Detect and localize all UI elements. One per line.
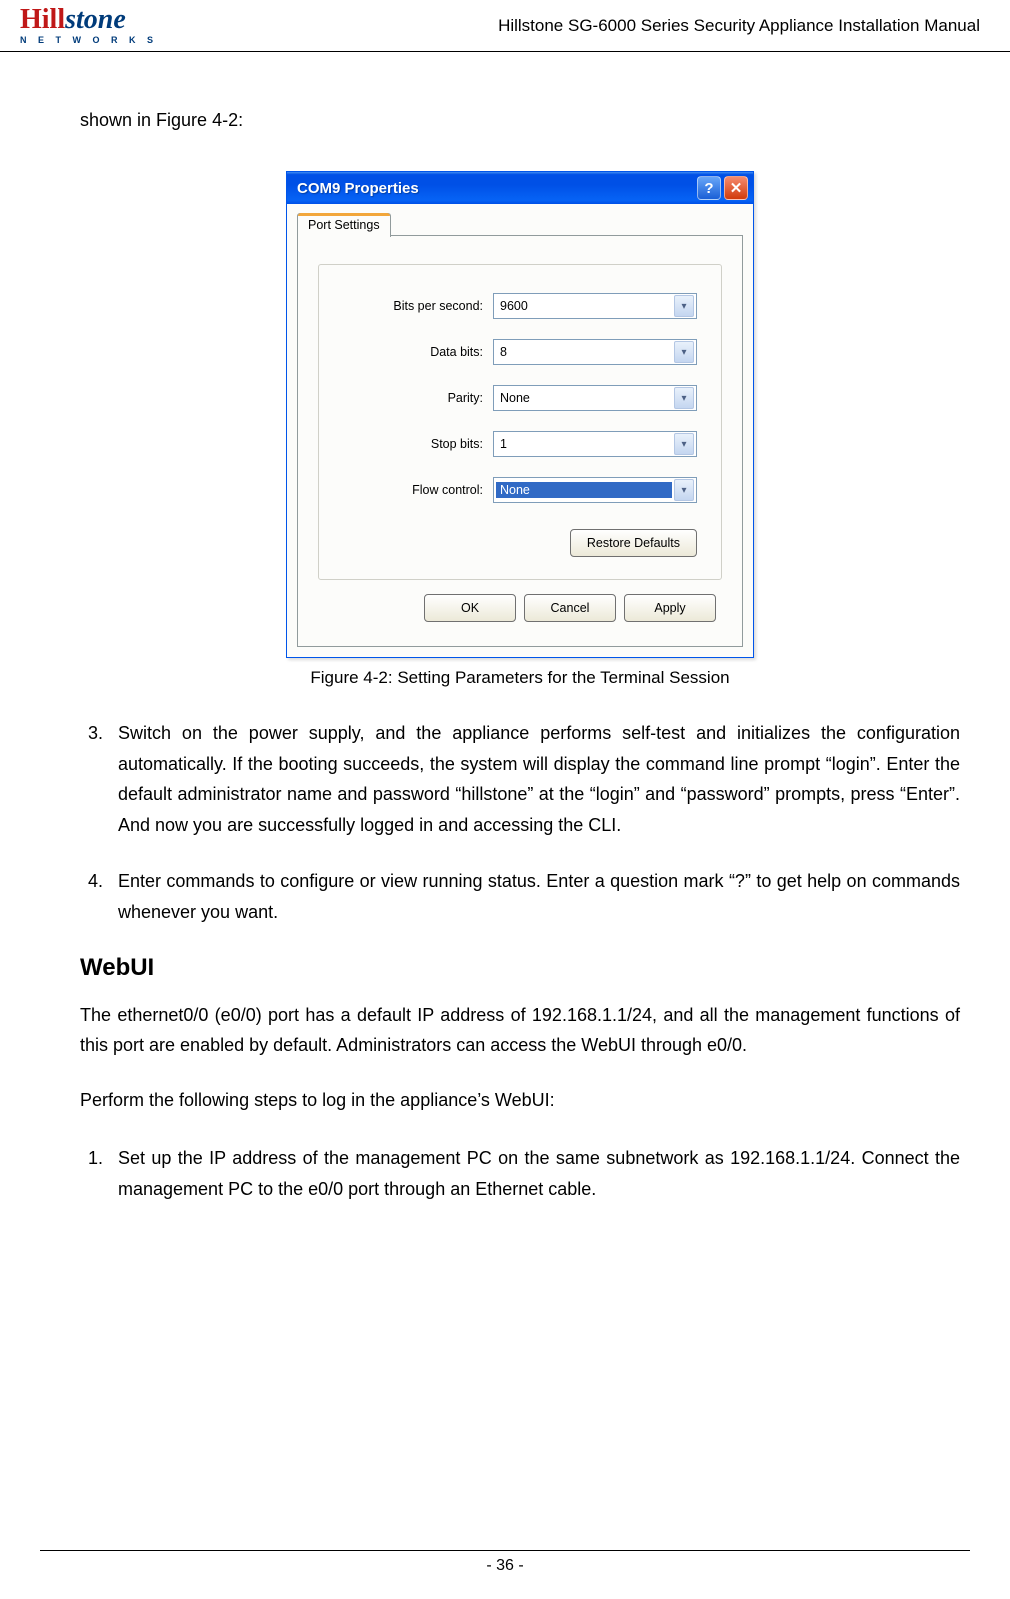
tab-strip: Port Settings [297, 210, 743, 236]
combo-value: 1 [494, 437, 674, 451]
logo-part-1: Hill [20, 4, 65, 35]
apply-button[interactable]: Apply [624, 594, 716, 622]
cancel-button[interactable]: Cancel [524, 594, 616, 622]
logo: Hillstone N E T W O R K S [20, 6, 158, 45]
ok-button[interactable]: OK [424, 594, 516, 622]
list-item: 1. Set up the IP address of the manageme… [80, 1143, 960, 1204]
dialog-footer: OK Cancel Apply [318, 580, 722, 626]
section-heading-webui: WebUI [80, 954, 960, 982]
label-flow-control: Flow control: [343, 483, 493, 497]
list-number: 4. [80, 866, 118, 927]
list-number: 3. [80, 718, 118, 840]
intro-text: shown in Figure 4-2: [80, 110, 960, 131]
field-parity: Parity: None ▾ [343, 385, 697, 411]
chevron-down-icon[interactable]: ▾ [674, 295, 694, 317]
logo-subtitle: N E T W O R K S [20, 36, 158, 45]
paragraph: The ethernet0/0 (e0/0) port has a defaul… [80, 1000, 960, 1061]
restore-row: Restore Defaults [343, 529, 697, 557]
chevron-down-icon[interactable]: ▾ [674, 479, 694, 501]
logo-part-2: stone [65, 4, 126, 35]
settings-frame: Bits per second: 9600 ▾ Data bits: 8 ▾ [318, 264, 722, 580]
label-stop-bits: Stop bits: [343, 437, 493, 451]
label-bits-per-second: Bits per second: [343, 299, 493, 313]
combo-value: 8 [494, 345, 674, 359]
dialog-titlebar[interactable]: COM9 Properties ? ✕ [287, 172, 753, 204]
close-icon[interactable]: ✕ [724, 176, 748, 200]
combo-parity[interactable]: None ▾ [493, 385, 697, 411]
document-title: Hillstone SG-6000 Series Security Applia… [498, 16, 980, 36]
tab-port-settings[interactable]: Port Settings [297, 213, 391, 237]
field-data-bits: Data bits: 8 ▾ [343, 339, 697, 365]
combo-value: 9600 [494, 299, 674, 313]
list-number: 1. [80, 1143, 118, 1204]
list-text: Switch on the power supply, and the appl… [118, 718, 960, 840]
combo-value: None [496, 482, 672, 498]
field-stop-bits: Stop bits: 1 ▾ [343, 431, 697, 457]
logo-main: Hillstone [20, 6, 158, 34]
label-data-bits: Data bits: [343, 345, 493, 359]
help-icon[interactable]: ? [697, 176, 721, 200]
list-text: Enter commands to configure or view runn… [118, 866, 960, 927]
restore-defaults-button[interactable]: Restore Defaults [570, 529, 697, 557]
figure-caption: Figure 4-2: Setting Parameters for the T… [310, 668, 729, 688]
combo-data-bits[interactable]: 8 ▾ [493, 339, 697, 365]
dialog-title: COM9 Properties [297, 180, 694, 197]
field-flow-control: Flow control: None ▾ [343, 477, 697, 503]
combo-value: None [494, 391, 674, 405]
combo-stop-bits[interactable]: 1 ▾ [493, 431, 697, 457]
chevron-down-icon[interactable]: ▾ [674, 433, 694, 455]
com-properties-dialog: COM9 Properties ? ✕ Port Settings Bits p… [286, 171, 754, 658]
list-item: 4. Enter commands to configure or view r… [80, 866, 960, 927]
ordered-list-2: 1. Set up the IP address of the manageme… [80, 1143, 960, 1204]
ordered-list-1: 3. Switch on the power supply, and the a… [80, 718, 960, 928]
page-content: shown in Figure 4-2: COM9 Properties ? ✕… [80, 110, 960, 1231]
paragraph: Perform the following steps to log in th… [80, 1085, 960, 1116]
tab-page: Bits per second: 9600 ▾ Data bits: 8 ▾ [297, 235, 743, 647]
chevron-down-icon[interactable]: ▾ [674, 341, 694, 363]
list-item: 3. Switch on the power supply, and the a… [80, 718, 960, 840]
combo-flow-control[interactable]: None ▾ [493, 477, 697, 503]
page-number: - 36 - [40, 1550, 970, 1575]
figure-wrapper: COM9 Properties ? ✕ Port Settings Bits p… [80, 171, 960, 688]
label-parity: Parity: [343, 391, 493, 405]
field-bits-per-second: Bits per second: 9600 ▾ [343, 293, 697, 319]
page-header: Hillstone N E T W O R K S Hillstone SG-6… [0, 0, 1010, 52]
dialog-body: Port Settings Bits per second: 9600 ▾ Da [287, 204, 753, 657]
list-text: Set up the IP address of the management … [118, 1143, 960, 1204]
chevron-down-icon[interactable]: ▾ [674, 387, 694, 409]
combo-bits-per-second[interactable]: 9600 ▾ [493, 293, 697, 319]
